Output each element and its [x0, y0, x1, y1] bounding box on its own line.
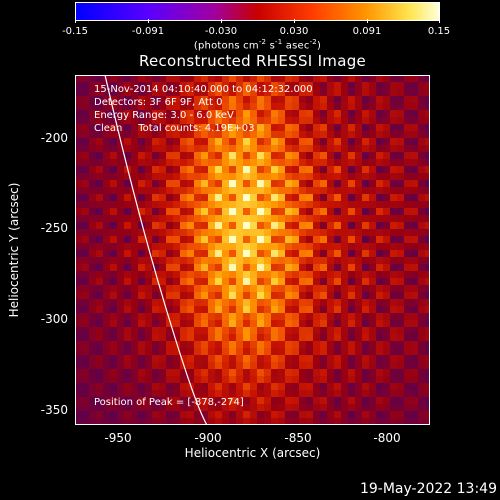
x-tick-label: -850 [284, 431, 312, 445]
y-tick-label: -200 [40, 131, 68, 145]
image-plot [75, 75, 430, 425]
image-pixels [75, 75, 430, 425]
y-tick-label: -350 [40, 403, 68, 417]
solar-limb [104, 75, 208, 425]
method-counts-label: Clean Total counts: 4.19E+03 [94, 123, 255, 134]
colorbar-tickmark [221, 19, 222, 23]
y-tick-label: -250 [40, 221, 68, 235]
colorbar [75, 2, 440, 21]
plot-title: Reconstructed RHESSI Image [138, 52, 367, 70]
colorbar-tickmark [148, 19, 149, 23]
colorbar-tick-label: -0.091 [131, 26, 165, 37]
detectors-label: Detectors: 3F 6F 9F, Att 0 [94, 97, 223, 108]
x-tick-label: -950 [104, 431, 132, 445]
timestamp: 19-May-2022 13:49 [359, 481, 497, 497]
time-range-label: 15-Nov-2014 04:10:40.000 to 04:12:32.000 [94, 84, 313, 95]
reconstructed-image [75, 75, 430, 425]
colorbar-units: (photons cm-2 s-1 asec-2) [193, 38, 322, 52]
x-axis-label: Heliocentric X (arcsec) [184, 446, 321, 460]
colorbar-tick-label: 0.030 [279, 26, 309, 37]
colorbar-tick-label: -0.15 [62, 26, 88, 37]
peak-position-label: Position of Peak = [-878,-274] [94, 397, 244, 408]
colorbar-tickmark [439, 19, 440, 23]
colorbar-tick-label: 0.091 [352, 26, 382, 37]
colorbar-tickmark [75, 19, 76, 23]
colorbar-tickmark [367, 19, 368, 23]
colorbar-tick-label: -0.030 [204, 26, 238, 37]
colorbar-tickmark [294, 19, 295, 23]
y-tick-label: -300 [40, 312, 68, 326]
energy-range-label: Energy Range: 3.0 - 6.0 keV [94, 110, 234, 121]
colorbar-gradient [76, 3, 439, 20]
y-axis-label: Heliocentric Y (arcsec) [7, 182, 21, 318]
colorbar-tick-label: 0.15 [427, 26, 451, 37]
x-tick-label: -900 [194, 431, 222, 445]
x-tick-label: -800 [373, 431, 401, 445]
